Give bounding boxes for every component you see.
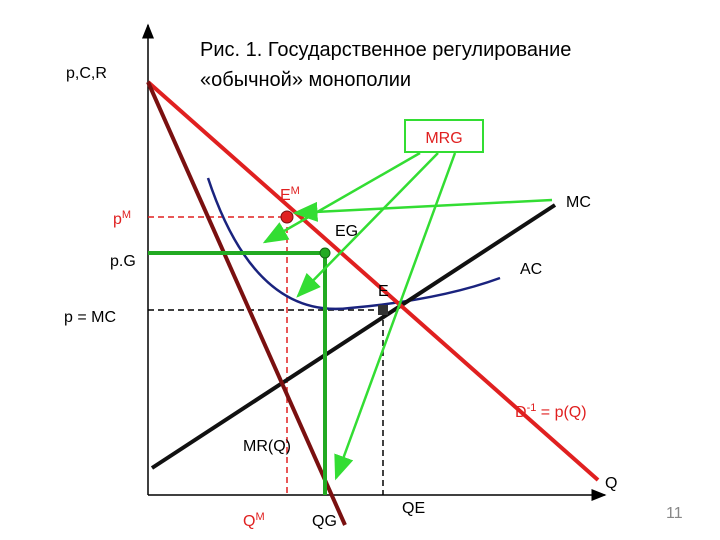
superscript: M [122, 209, 131, 221]
y-axis-label: p,C,R [66, 65, 107, 82]
text: D [515, 404, 527, 421]
mrg-box [404, 119, 484, 153]
point-em [280, 210, 294, 224]
price-label: p = MC [64, 309, 116, 326]
text: = p(Q) [536, 404, 586, 421]
curve-label: MR(Q) [243, 438, 291, 455]
curve-label: MC [566, 194, 591, 211]
page-number: 11 [666, 505, 683, 522]
arrow [262, 151, 421, 244]
mrg-label: MRG [425, 130, 462, 147]
point-label: EM [280, 185, 300, 204]
point-label: EG [335, 223, 358, 240]
superscript: M [291, 185, 300, 197]
arrow [334, 152, 457, 481]
price-label: pM [113, 209, 131, 228]
title-line: Рис. 1. Государственное регулирование [200, 39, 571, 61]
curve-label: AC [520, 261, 542, 278]
quantity-label: QE [402, 500, 425, 517]
quantity-label: QM [243, 511, 265, 530]
x-axis-label: Q [605, 475, 617, 492]
text: p [113, 211, 122, 228]
title-line: «обычной» монополии [200, 69, 411, 91]
point-eg [319, 247, 331, 259]
mr-line [146, 81, 347, 526]
superscript: -1 [527, 402, 537, 414]
superscript: M [255, 511, 264, 523]
arrow [296, 152, 439, 298]
point-e [378, 305, 388, 315]
text: E [280, 187, 291, 204]
text: Q [243, 513, 255, 530]
ac-curve [206, 177, 501, 311]
price-label: p.G [110, 253, 136, 270]
mc-line [150, 203, 557, 470]
curve-label: D-1 = p(Q) [515, 402, 587, 421]
arrow [292, 198, 553, 222]
point-label: E [378, 283, 389, 300]
demand-line [146, 80, 600, 482]
quantity-label: QG [312, 513, 337, 530]
